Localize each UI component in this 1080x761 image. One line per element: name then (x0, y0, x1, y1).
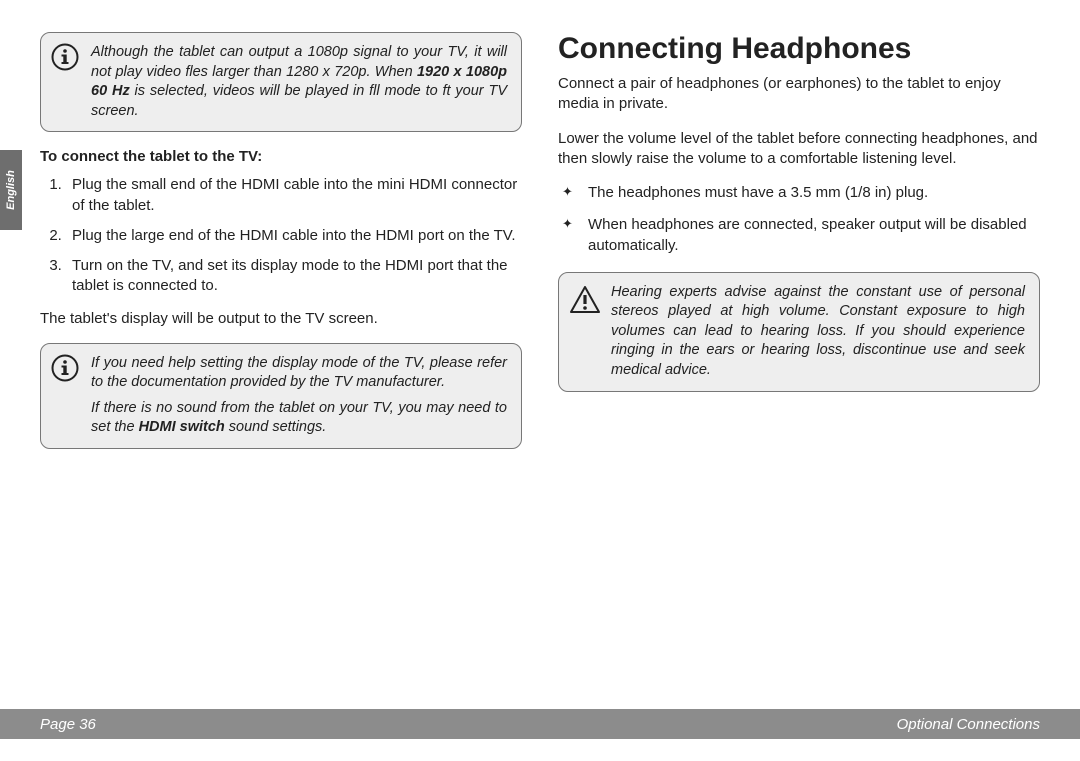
language-tab: English (0, 150, 22, 230)
intro-text: Connect a pair of headphones (or earphon… (558, 74, 1040, 115)
warning-box-hearing: Hearing experts advise against the const… (558, 272, 1040, 392)
footer-page-number: Page 36 (40, 716, 96, 733)
text-fragment: is selected, videos will be played in fl… (91, 83, 507, 119)
connect-tv-subhead: To connect the tablet to the TV: (40, 148, 522, 165)
info-icon (51, 43, 79, 71)
bullet-item: When headphones are connected, speaker o… (578, 215, 1040, 256)
connect-tv-steps: Plug the small end of the HDMI cable int… (40, 175, 522, 296)
page-content: Although the tablet can output a 1080p s… (0, 0, 1080, 465)
info-box-tv-help: If you need help setting the display mod… (40, 343, 522, 449)
text-fragment: sound settings. (225, 419, 327, 435)
language-tab-label: English (5, 170, 17, 210)
page-footer: Page 36 Optional Connections (0, 709, 1080, 739)
step-item: Plug the large end of the HDMI cable int… (66, 226, 522, 246)
info-box-text: Although the tablet can output a 1080p s… (91, 43, 507, 121)
warning-text: Hearing experts advise against the const… (611, 283, 1025, 381)
headphone-notes: The headphones must have a 3.5 mm (1/8 i… (558, 183, 1040, 256)
right-column: Connecting Headphones Connect a pair of … (558, 32, 1040, 465)
step-item: Plug the small end of the HDMI cable int… (66, 175, 522, 216)
info-box-resolution: Although the tablet can output a 1080p s… (40, 32, 522, 132)
footer-section-title: Optional Connections (897, 716, 1040, 733)
info-box-text: If you need help setting the display mod… (91, 354, 507, 393)
text-fragment-bold: HDMI switch (139, 419, 225, 435)
info-icon (51, 354, 79, 382)
info-box-text: If there is no sound from the tablet on … (91, 399, 507, 438)
after-steps-text: The tablet's display will be output to t… (40, 309, 522, 329)
volume-advice-text: Lower the volume level of the tablet bef… (558, 129, 1040, 170)
bullet-item: The headphones must have a 3.5 mm (1/8 i… (578, 183, 1040, 203)
step-item: Turn on the TV, and set its display mode… (66, 256, 522, 297)
section-heading: Connecting Headphones (558, 32, 1040, 66)
left-column: Although the tablet can output a 1080p s… (40, 32, 522, 465)
warning-icon (569, 285, 601, 315)
